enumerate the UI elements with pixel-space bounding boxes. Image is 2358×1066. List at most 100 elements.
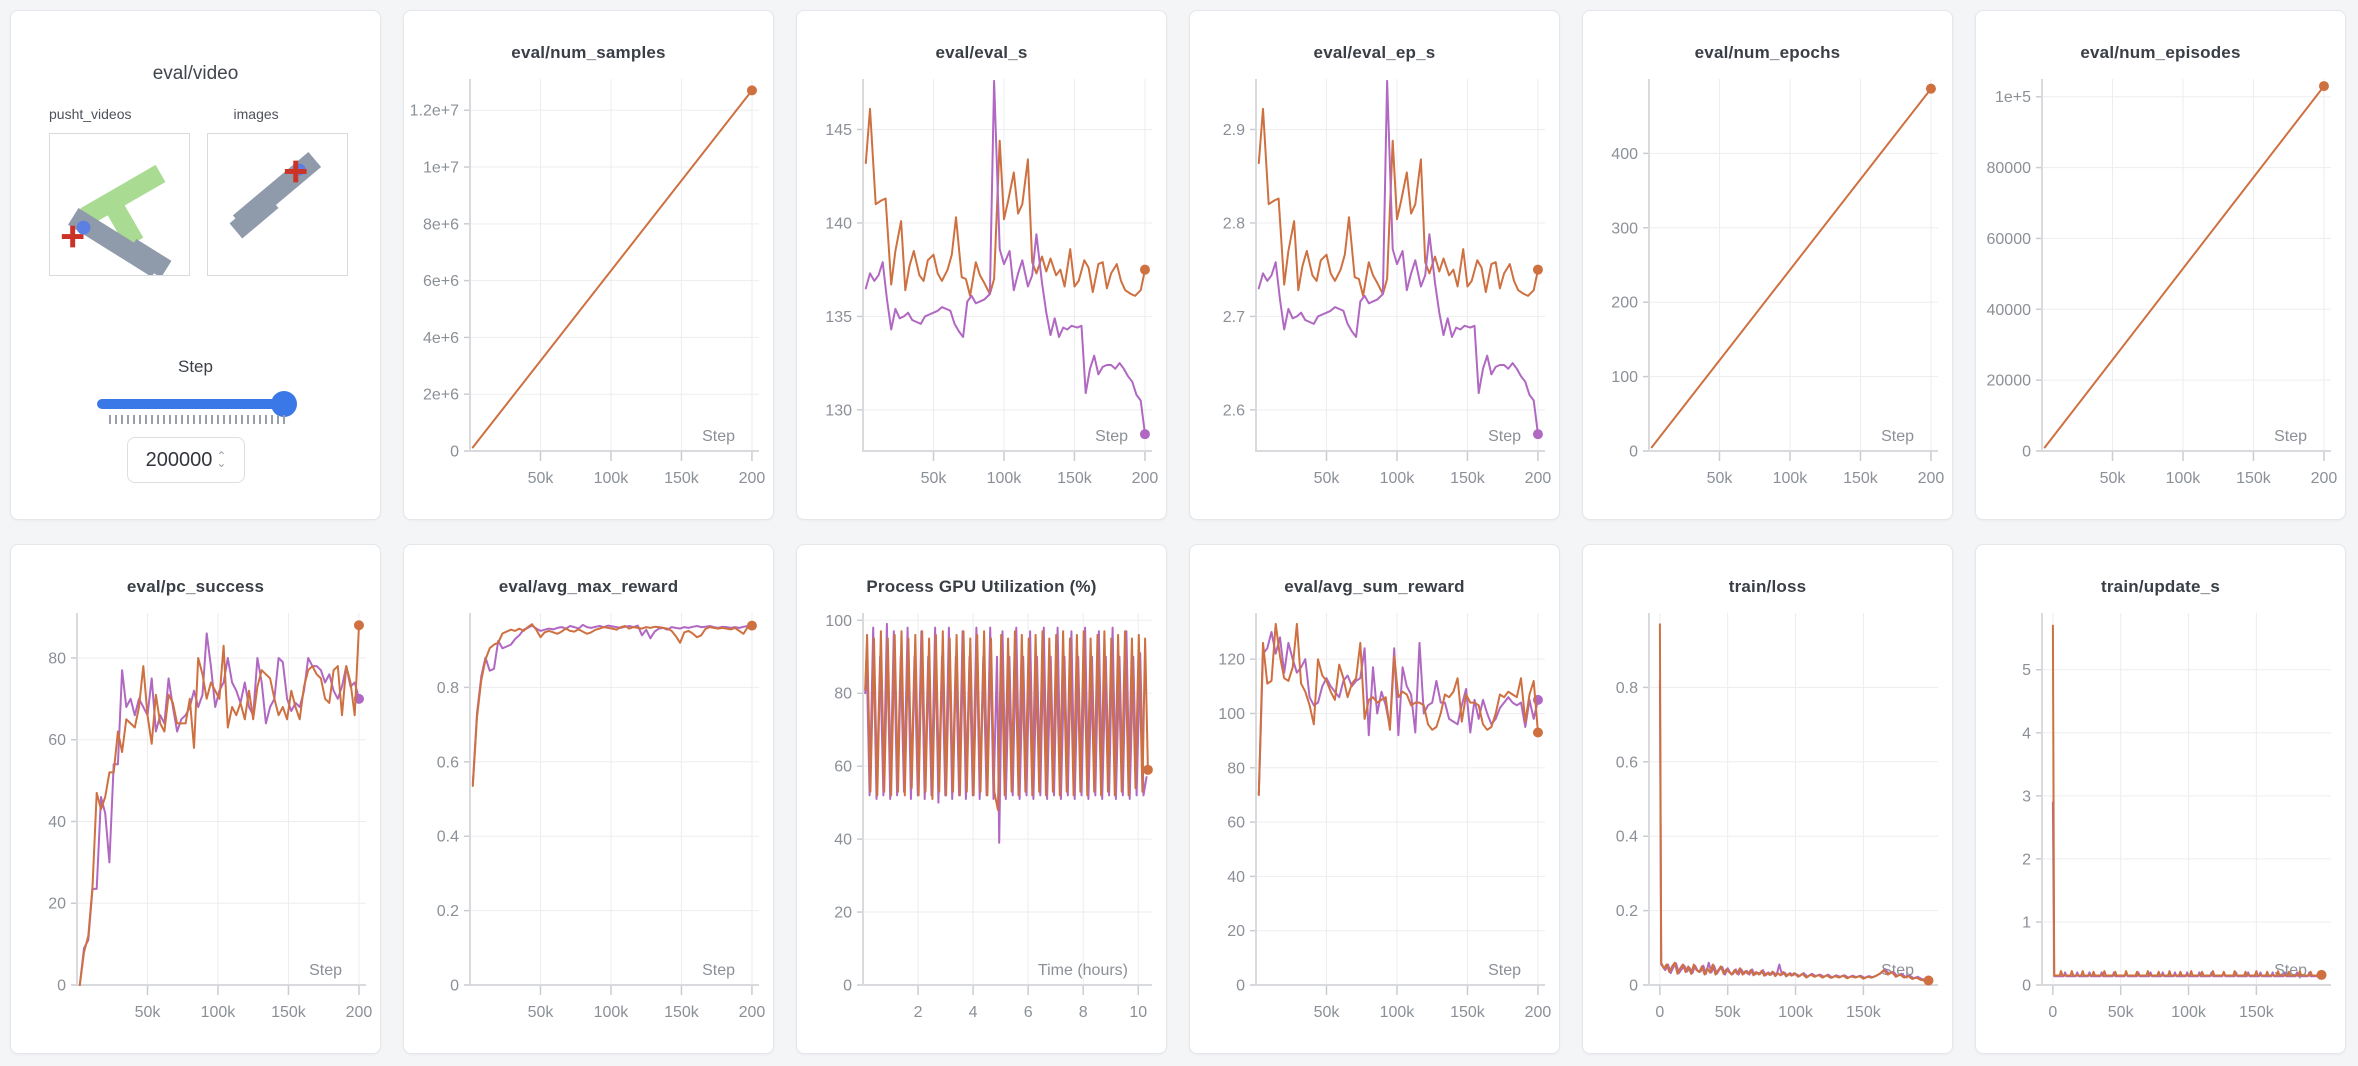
chart-title: eval/eval_s [935,43,1028,62]
svg-text:2: 2 [914,1004,923,1021]
svg-text:80000: 80000 [1987,160,2032,177]
svg-text:20: 20 [834,905,852,922]
run-purple-line [2051,801,2320,978]
chart-panel-train-loss[interactable]: train/loss 0 50k 100k 150k 0 0.2 0.4 0.6 0.8 Step [1582,544,1953,1054]
run-orange-end-dot [746,85,757,96]
chart-canvas-num-epochs[interactable]: 50k 100k 150k 200 0 100 200 300 400 Step [1583,67,1953,507]
svg-text:40: 40 [834,832,852,849]
run-purple-line [864,79,1146,436]
run-orange-line [471,623,753,787]
svg-text:200: 200 [739,470,766,487]
media-panel-eval-video[interactable]: eval/video pusht_videos images [10,10,381,520]
chart-title: Process GPU Utilization (%) [866,577,1097,596]
run-orange-line [1658,623,1930,982]
svg-text:0.2: 0.2 [1616,903,1638,920]
chart-canvas-eval-ep-s[interactable]: 50k 100k 150k 200 2.6 2.7 2.8 2.9 Step [1190,67,1560,507]
svg-text:100k: 100k [1380,470,1416,487]
step-number-input[interactable]: 200000 ⌃ ⌄ [127,437,245,483]
svg-text:150k: 150k [1057,470,1093,487]
run-purple-line [1257,79,1539,436]
chart-panel-pc-success[interactable]: eval/pc_success 50k 100k 150k 200 0 20 40 60 80 S… [10,544,381,1054]
svg-text:50k: 50k [528,470,555,487]
step-slider-thumb[interactable] [271,391,297,417]
pusht-gray-t-shape [68,207,172,275]
svg-text:50k: 50k [528,1004,555,1021]
chart-canvas-avg-sum-reward[interactable]: 50k 100k 150k 200 0 20 40 60 80 100 120 Step [1190,601,1560,1041]
svg-text:60: 60 [1227,815,1245,832]
svg-text:1.2e+7: 1.2e+7 [410,103,459,120]
video-thumbnail-pusht[interactable] [49,133,190,276]
svg-text:0.6: 0.6 [437,754,459,771]
run-orange-end-dot [1925,83,1936,94]
x-axis-label: Step [2274,428,2307,445]
svg-text:1: 1 [2022,914,2031,931]
chart-panel-gpu-utilization[interactable]: Process GPU Utilization (%) 2 4 6 8 10 0 20 40 6… [796,544,1167,1054]
svg-text:100: 100 [825,613,852,630]
svg-text:150k: 150k [1450,470,1486,487]
chart-canvas-pc-success[interactable]: 50k 100k 150k 200 0 20 40 60 80 Step [11,601,381,1041]
step-value[interactable]: 200000 [145,448,213,471]
svg-text:40: 40 [1227,869,1245,886]
svg-text:135: 135 [825,309,852,326]
pusht-agent-dot [76,220,91,235]
svg-text:150k: 150k [664,1004,700,1021]
chart-title: train/loss [1728,577,1807,596]
svg-text:50k: 50k [1314,1004,1341,1021]
chart-canvas-num-episodes[interactable]: 50k 100k 150k 200 0 20000 40000 60000 80000 1e+5 S… [1976,67,2346,507]
chart-title: eval/num_episodes [2080,43,2241,62]
chart-canvas-avg-max-reward[interactable]: 50k 100k 150k 200 0 0.2 0.4 0.6 0.8 Step [404,601,774,1041]
svg-text:8e+6: 8e+6 [423,216,459,233]
svg-text:145: 145 [825,122,852,139]
svg-text:100: 100 [1218,706,1245,723]
chart-panel-eval-s[interactable]: eval/eval_s 50k 100k 150k 200 130 135 140 145 St… [796,10,1167,520]
svg-text:3: 3 [2022,788,2031,805]
svg-text:0: 0 [57,978,66,995]
svg-text:150k: 150k [664,470,700,487]
svg-text:200: 200 [1132,470,1159,487]
svg-text:2: 2 [2022,851,2031,868]
svg-text:0: 0 [2022,444,2031,461]
video-thumbnail-images[interactable] [207,133,348,276]
svg-text:80: 80 [1227,760,1245,777]
chart-panel-eval-ep-s[interactable]: eval/eval_ep_s 50k 100k 150k 200 2.6 2.7 2.8 2.… [1189,10,1560,520]
run-purple-end-dot [1532,429,1543,440]
x-axis-label: Step [1881,428,1914,445]
chart-panel-num-samples[interactable]: eval/num_samples 50k 100k 150k 200 0 2e+6 4e+6… [403,10,774,520]
run-orange-end-dot [1923,975,1934,986]
chart-canvas-eval-s[interactable]: 50k 100k 150k 200 130 135 140 145 Step [797,67,1167,507]
chart-canvas-num-samples[interactable]: 50k 100k 150k 200 0 2e+6 4e+6 6e+6 8e+6 1e+7 1.2e+… [404,67,774,507]
svg-text:80: 80 [48,650,66,667]
run-orange-line [1650,87,1932,449]
svg-text:20: 20 [48,896,66,913]
svg-text:5: 5 [2022,662,2031,679]
svg-text:0: 0 [1655,1004,1664,1021]
spinner-up-icon[interactable]: ⌃ [216,449,227,463]
svg-text:0: 0 [450,978,459,995]
svg-text:2.6: 2.6 [1223,402,1245,419]
svg-text:60: 60 [834,759,852,776]
step-slider-tickmarks [109,415,285,424]
svg-text:50k: 50k [2100,470,2127,487]
svg-text:40: 40 [48,814,66,831]
svg-text:40000: 40000 [1987,302,2032,319]
run-orange-end-dot [2316,969,2327,980]
svg-text:150k: 150k [1450,1004,1486,1021]
svg-text:0.4: 0.4 [1616,829,1638,846]
spinner-down-icon[interactable]: ⌄ [216,456,227,470]
chart-panel-num-episodes[interactable]: eval/num_episodes 50k 100k 150k 200 0 20000 40… [1975,10,2346,520]
svg-text:50k: 50k [1314,470,1341,487]
chart-panel-avg-sum-reward[interactable]: eval/avg_sum_reward 50k 100k 150k 200 0 20 40 6… [1189,544,1560,1054]
step-spinner[interactable]: ⌃ ⌄ [216,449,227,470]
chart-panel-avg-max-reward[interactable]: eval/avg_max_reward 50k 100k 150k 200 0 0.2 0.… [403,544,774,1054]
chart-panel-num-epochs[interactable]: eval/num_epochs 50k 100k 150k 200 0 100 200 300… [1582,10,1953,520]
svg-text:60: 60 [48,732,66,749]
svg-text:100k: 100k [1773,470,1809,487]
step-slider[interactable] [97,391,297,417]
chart-panel-train-update-s[interactable]: train/update_s 0 50k 100k 150k 0 1 2 3 4 5 Step [1975,544,2346,1054]
run-orange-line [864,107,1146,297]
svg-text:6e+6: 6e+6 [423,273,459,290]
svg-text:300: 300 [1611,220,1638,237]
